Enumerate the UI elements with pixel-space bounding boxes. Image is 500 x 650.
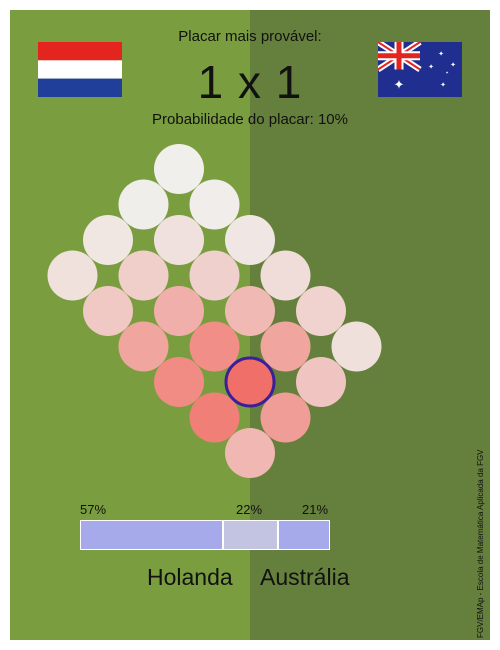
away-win-percentage: 21% [302,502,329,517]
score-cell-3-2[interactable] [189,250,240,301]
svg-text:✦: ✦ [394,78,405,93]
draw-percentage: 22% [236,502,263,517]
netherlands-flag-icon [38,42,122,97]
score-cell-4-0[interactable] [83,286,133,336]
score-cell-0-1[interactable] [260,392,311,443]
most-likely-score: 1 x 1 [197,56,303,108]
home-win-segment [80,520,223,550]
australia-flag-icon: ✦ ✦ ✦ ✦ ✦ ✦ [378,42,462,97]
home-team-name: Holanda [147,564,233,590]
svg-text:✦: ✦ [438,50,444,58]
score-cell-0-2[interactable] [296,357,346,407]
score-cell-2-0[interactable] [154,357,204,407]
score-cell-4-1[interactable] [118,250,169,301]
score-cell-0-3[interactable] [331,321,382,372]
home-win-percentage: 57% [80,502,107,517]
prediction-card: ✦ ✦ ✦ ✦ ✦ ✦ Placar mais provável: 1 x 1 … [10,10,490,640]
svg-text:✦: ✦ [440,81,446,89]
svg-text:✦: ✦ [450,61,456,69]
score-cell-3-0[interactable] [118,321,169,372]
score-cell-1-1[interactable] [224,356,276,408]
score-cell-1-2[interactable] [260,321,311,372]
credit-text: FGV/EMAp - Escola de Matemática Aplicada… [476,449,485,638]
draw-segment [222,520,278,550]
score-cell-2-2[interactable] [225,286,275,336]
score-cell-5-1[interactable] [83,215,133,265]
score-cell-0-0[interactable] [225,428,275,478]
score-cell-1-0[interactable] [189,392,240,443]
score-cell-2-3[interactable] [260,250,311,301]
most-likely-score-title: Placar mais provável: [178,28,322,45]
score-cell-3-1[interactable] [154,286,204,336]
score-cell-3-3[interactable] [225,215,275,265]
score-cell-5-3[interactable] [154,144,204,194]
score-cell-2-1[interactable] [189,321,240,372]
score-probability: Probabilidade do placar: 10% [152,111,348,128]
score-cell-5-2[interactable] [118,179,169,230]
svg-text:✦: ✦ [428,63,434,71]
score-cell-1-3[interactable] [296,286,346,336]
score-cell-4-3[interactable] [189,179,240,230]
away-win-segment [277,520,330,550]
away-team-name: Austrália [260,564,350,590]
outcome-probability-bar [80,520,330,550]
score-probability-grid [47,144,382,478]
score-cell-5-0[interactable] [47,250,98,301]
score-cell-4-2[interactable] [154,215,204,265]
svg-text:✦: ✦ [445,70,449,75]
